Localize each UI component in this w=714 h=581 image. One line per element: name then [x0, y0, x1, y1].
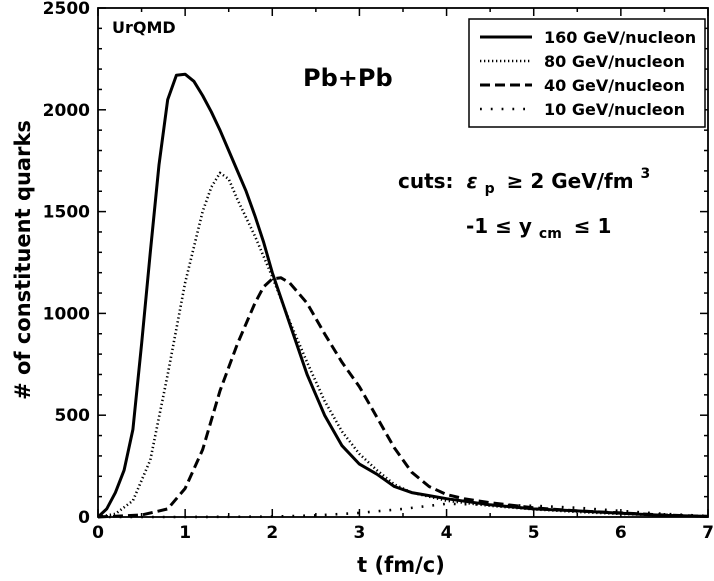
y-tick-label: 1500: [43, 203, 90, 223]
series-line-3: [98, 502, 709, 519]
y-tick-label: 0: [78, 508, 90, 528]
model-label: UrQMD: [112, 18, 176, 37]
axis-ticks: [97, 7, 709, 518]
legend-entries: 160 GeV/nucleon 80 GeV/nucleon 40 GeV/nucl…: [480, 28, 696, 119]
x-tick-label: 5: [528, 523, 540, 543]
x-tick-label: 6: [615, 523, 627, 543]
rapidity-subscript: cm: [539, 226, 562, 242]
cuts-prefix: cuts:: [398, 169, 454, 193]
epsilon-symbol: ε: [467, 169, 478, 193]
x-tick-label: 3: [354, 523, 366, 543]
x-axis-label: t (fm/c): [357, 553, 445, 577]
epsilon-subscript: p: [485, 181, 495, 197]
x-tick-label: 0: [92, 523, 104, 543]
y-tick-label: 1000: [43, 304, 90, 324]
x-tick-label: 2: [266, 523, 278, 543]
cut-rapidity: -1 ≤ y cm ≤ 1: [466, 214, 611, 243]
rapidity-upper: ≤ 1: [574, 214, 612, 238]
y-tick-label: 2000: [43, 101, 90, 121]
cut-energy-density: cuts: ε p ≥ 2 GeV/fm 3: [398, 166, 650, 198]
series-lines: [96, 72, 709, 519]
series-line-0: [96, 72, 709, 519]
series-line-1: [97, 171, 709, 519]
series-line-2: [97, 276, 709, 519]
rapidity-lower: -1 ≤ y: [466, 214, 532, 238]
energy-cut-relation: ≥ 2 GeV/fm: [507, 169, 634, 193]
tick-labels: 0 1 2 3 4 5 6 7 0 500 1000 1500 2000 2500: [43, 0, 714, 543]
legend-label-2: 40 GeV/nucleon: [544, 76, 685, 95]
energy-cut-exponent: 3: [641, 166, 651, 182]
x-tick-label: 1: [179, 523, 191, 543]
legend-label-3: 10 GeV/nucleon: [544, 100, 685, 119]
legend-label-1: 80 GeV/nucleon: [544, 52, 685, 71]
x-tick-label: 4: [441, 523, 453, 543]
legend-label-0: 160 GeV/nucleon: [544, 28, 696, 47]
system-label: Pb+Pb: [303, 64, 393, 92]
x-tick-label: 7: [702, 523, 714, 543]
y-tick-label: 500: [55, 406, 91, 426]
y-axis-label: # of constituent quarks: [11, 120, 35, 400]
y-tick-label: 2500: [43, 0, 90, 19]
legend: 160 GeV/nucleon 80 GeV/nucleon 40 GeV/nucl…: [468, 18, 706, 128]
